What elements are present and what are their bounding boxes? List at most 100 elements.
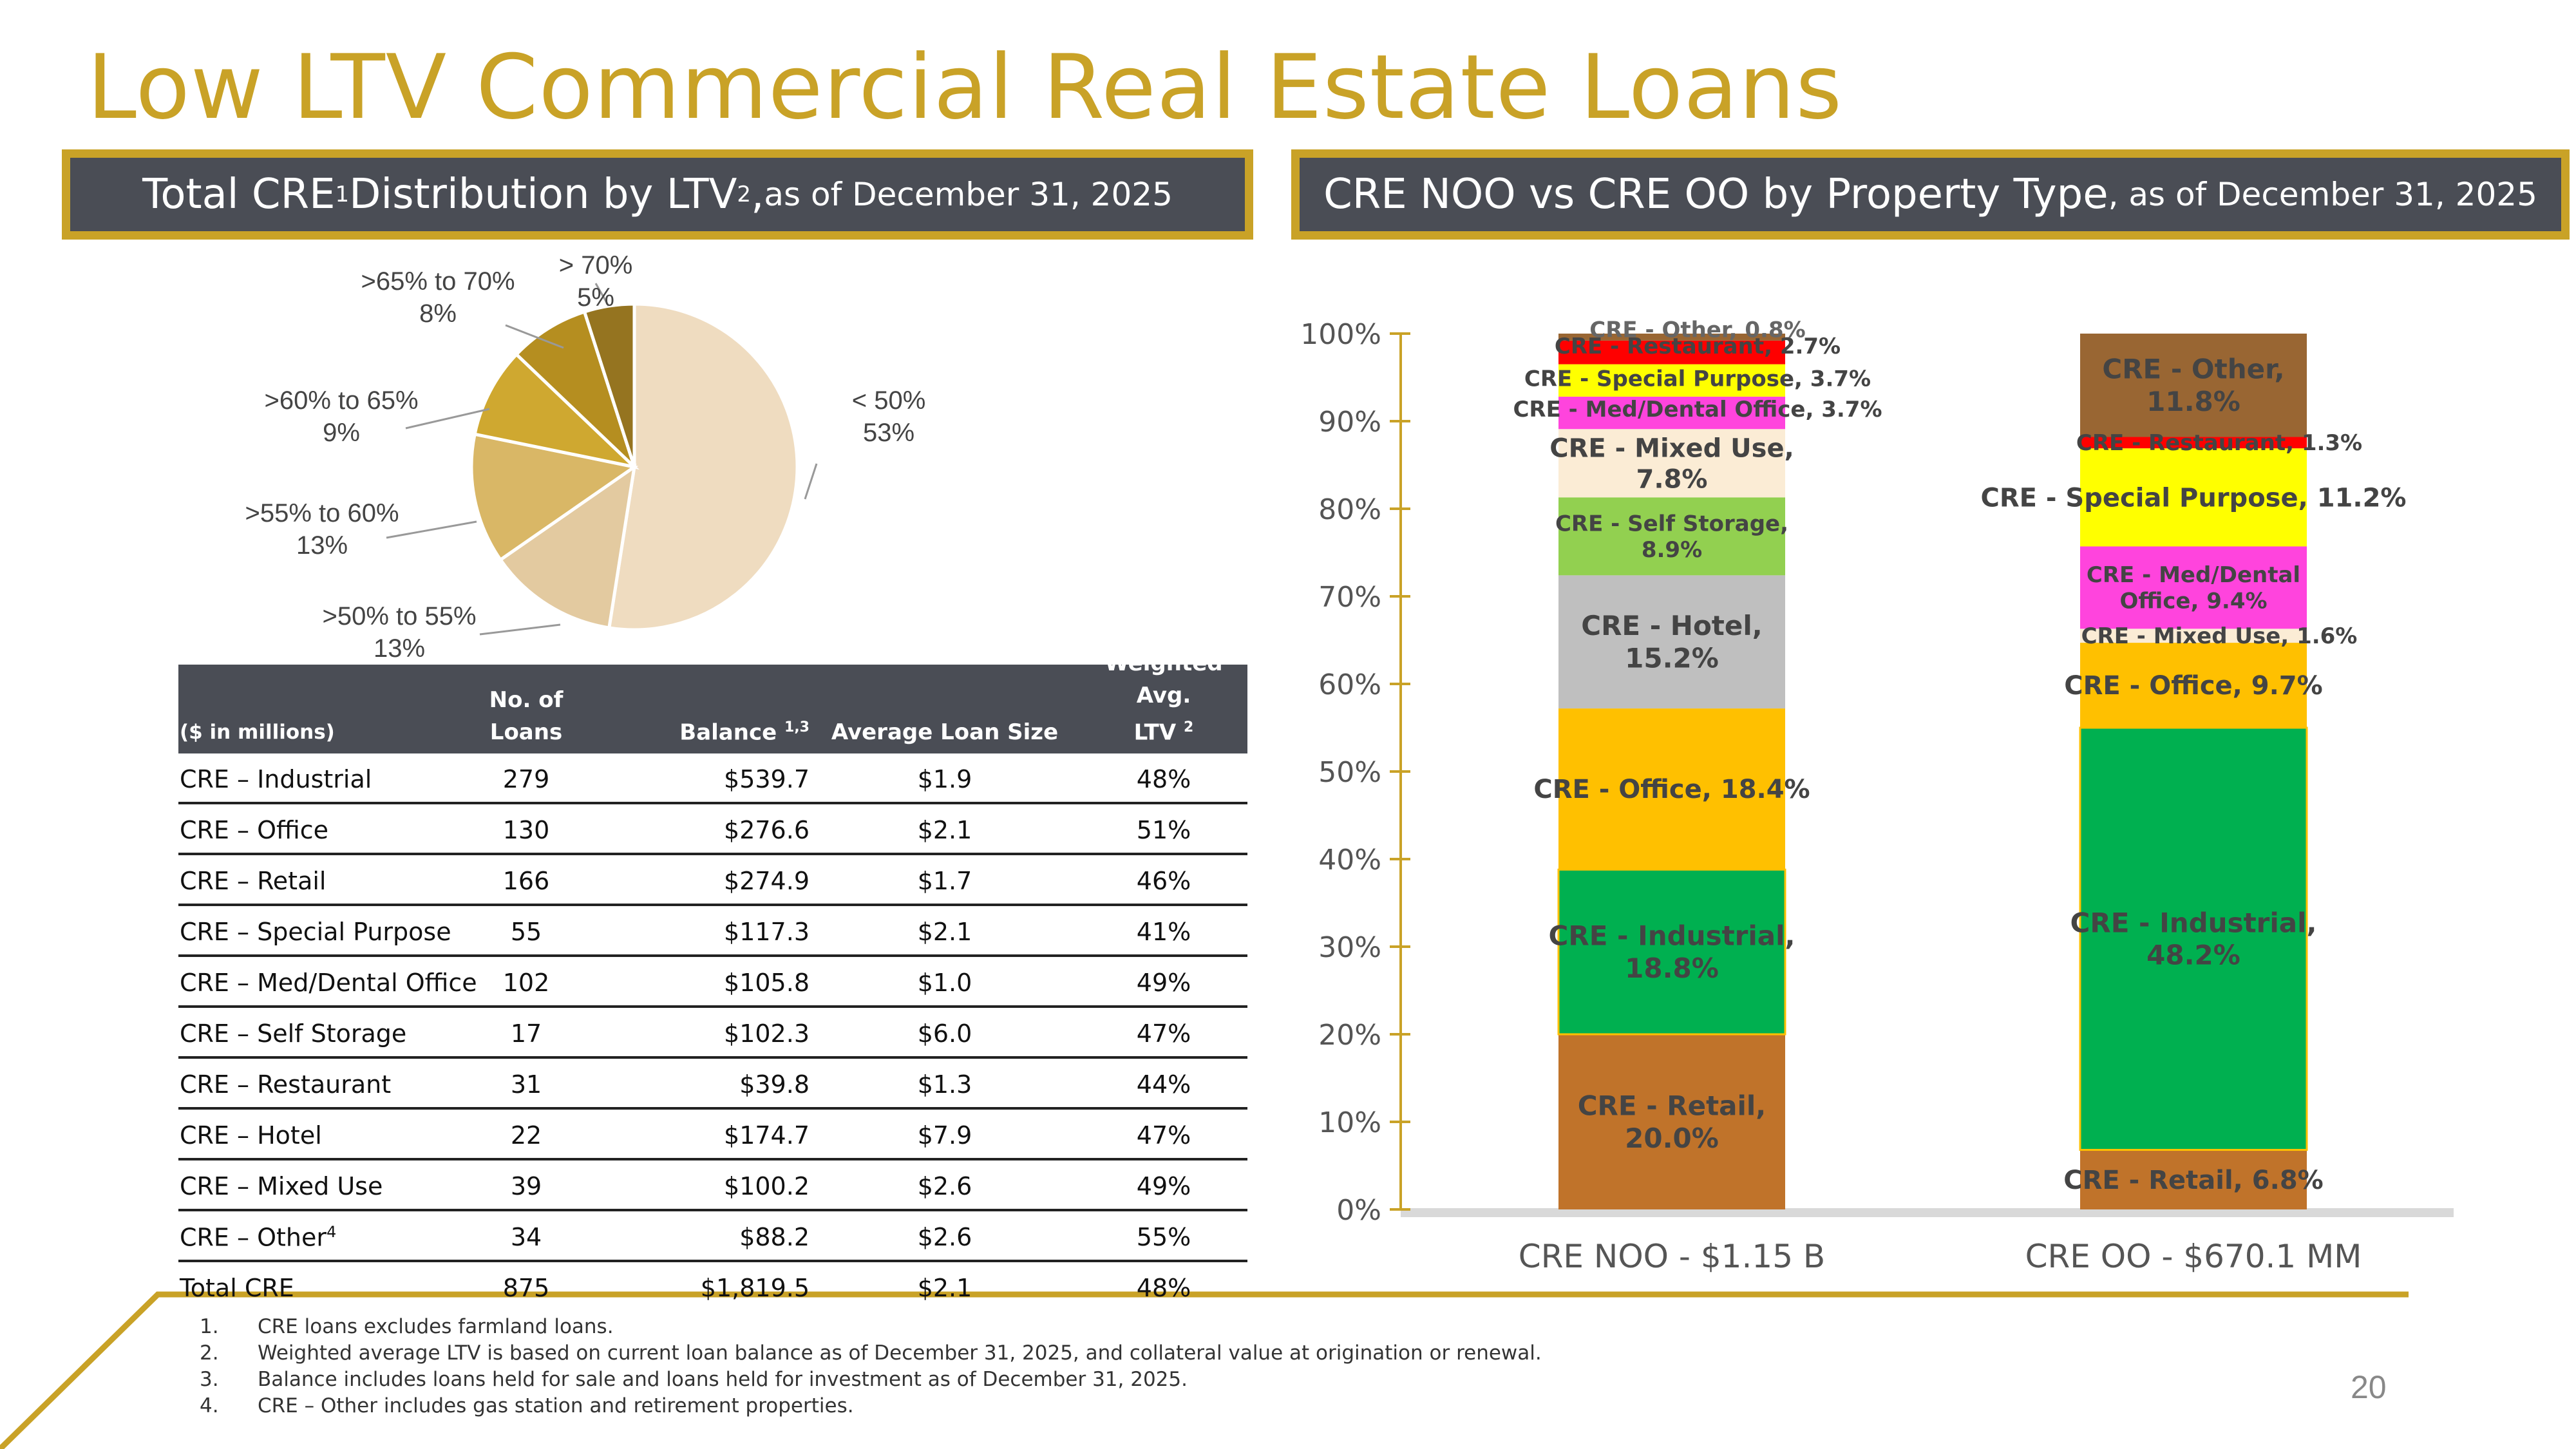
col-header-ltv-line1: Weighted Avg.	[1104, 650, 1223, 708]
row-ltv: 51%	[1136, 816, 1191, 844]
bar-segment	[1557, 868, 1786, 1036]
row-loans: 17	[510, 1019, 542, 1048]
header-part1: Total CRE	[142, 171, 336, 218]
y-tick-label: 90%	[1318, 406, 1381, 439]
pie-slice	[514, 309, 636, 468]
row-avg-size: $2.6	[917, 1172, 972, 1200]
bar-segment-label: CRE - Hotel,	[1581, 610, 1762, 641]
bar-segment-label: CRE - Retail, 6.8%	[2063, 1166, 2323, 1195]
pie-leader-line	[804, 463, 818, 500]
row-name: CRE – Med/Dental Office	[180, 969, 477, 997]
page-title: Low LTV Commercial Real Estate Loans	[87, 35, 1843, 139]
table-row: CRE – Mixed Use 39 $100.2 $2.6 49%	[178, 1160, 1247, 1211]
bar-segment-label: 11.8%	[2146, 386, 2240, 417]
row-loans: 34	[510, 1223, 542, 1251]
pie-slice	[473, 352, 640, 470]
header-part3: ,	[751, 171, 764, 218]
bar-segment-label: CRE - Office, 9.7%	[2064, 671, 2322, 701]
pie-leader-line	[479, 623, 561, 636]
bar-segment-label: 20.0%	[1625, 1122, 1719, 1154]
pie-slice	[607, 302, 799, 632]
pie-slice-value: 5%	[577, 283, 614, 312]
col-header-loans: No. of Loans	[481, 684, 571, 748]
footnote-num: 2.	[200, 1341, 219, 1365]
table-row: CRE – Office 130 $276.6 $2.1 51%	[178, 804, 1247, 855]
ltv-distribution-header: Total CRE 1 Distribution by LTV 2, as of D…	[62, 149, 1253, 240]
row-name: CRE – Restaurant	[180, 1070, 392, 1099]
y-tick-label: 40%	[1318, 844, 1381, 876]
col-header-loans-line2: Loans	[489, 719, 563, 745]
bar-segment-label: CRE - Other, 0.8%	[1589, 317, 1805, 343]
header-date: , as of December 31, 2025	[2108, 176, 2537, 213]
pie-slice-label: < 50%	[852, 386, 926, 415]
bar-segment	[1558, 334, 1785, 341]
bar-segment-label: 18.8%	[1625, 952, 1719, 984]
bar-segment	[2079, 726, 2308, 1151]
table-row: CRE – Restaurant 31 $39.8 $1.3 44%	[178, 1059, 1247, 1110]
row-avg-size: $1.0	[917, 969, 972, 997]
footnote: 2. Weighted average LTV is based on curre…	[200, 1340, 1542, 1367]
table-row: CRE – Med/Dental Office 102 $105.8 $1.0 49%	[178, 957, 1247, 1008]
table-row: CRE – Special Purpose 55 $117.3 $2.1 41%	[178, 906, 1247, 957]
footnote-num: 4.	[200, 1394, 219, 1417]
row-balance: $102.3	[724, 1019, 810, 1048]
row-loans: 130	[502, 816, 550, 844]
row-ltv: 49%	[1136, 969, 1191, 997]
bar-segment-label: 48.2%	[2146, 940, 2240, 971]
bar-segment-label: CRE - Med/Dental Office, 3.7%	[1513, 397, 1882, 422]
bar-segment-label: 15.2%	[1625, 643, 1719, 674]
table-header: ($ in millions) No. of Loans Balance 1,3 …	[178, 650, 1247, 753]
pie-leader-line	[405, 408, 490, 430]
bar-segment	[1558, 364, 1785, 397]
bar-segment	[2080, 1150, 2307, 1209]
header-part2: Distribution by LTV	[349, 171, 737, 218]
row-name: CRE – Industrial	[180, 765, 372, 793]
row-balance: $274.9	[724, 867, 810, 895]
y-tick-label: 30%	[1318, 931, 1381, 964]
pie-leader-line	[505, 324, 564, 349]
footnote-text: Balance includes loans held for sale and…	[258, 1368, 1188, 1391]
y-tick-label: 20%	[1318, 1019, 1381, 1052]
bar-segment	[1558, 497, 1785, 576]
bar-segment-label: CRE - Self Storage,	[1555, 511, 1788, 536]
bar-segment	[1558, 396, 1785, 430]
col-header-avg: Average Loan Size	[831, 719, 1059, 745]
bar-segment	[1558, 575, 1785, 709]
bar-segment	[2080, 629, 2307, 643]
row-avg-size: $1.7	[917, 867, 972, 895]
pie-slice-value: 9%	[323, 419, 360, 447]
bar-segment	[1558, 340, 1785, 365]
page-number: 20	[2351, 1369, 2387, 1405]
footnote: 4. CRE – Other includes gas station and r…	[200, 1393, 1542, 1419]
y-tick-label: 50%	[1318, 756, 1381, 789]
header-date: as of December 31, 2025	[764, 176, 1173, 213]
footnote: 3. Balance includes loans held for sale a…	[200, 1367, 1542, 1393]
row-ltv: 55%	[1136, 1223, 1191, 1251]
row-loans: 102	[502, 969, 550, 997]
row-avg-size: $6.0	[917, 1019, 972, 1048]
header-sup1: 1	[335, 182, 350, 207]
row-name: CRE – Mixed Use	[180, 1172, 383, 1200]
row-balance: $1,819.5	[700, 1274, 810, 1302]
header-sup2: 2	[737, 182, 752, 207]
table-row: CRE – Other4 34 $88.2 $2.6 55%	[178, 1211, 1247, 1262]
row-avg-size: $2.6	[917, 1223, 972, 1251]
pie-slice	[582, 302, 636, 468]
col-header-units: ($ in millions)	[180, 721, 335, 744]
bar-segment-label: CRE - Special Purpose, 3.7%	[1524, 366, 1871, 392]
bar-segment-label: 7.8%	[1636, 464, 1708, 494]
pie-slice-label: >50% to 55%	[322, 602, 476, 630]
row-balance: $39.8	[739, 1070, 810, 1099]
pie-leader-line	[386, 520, 477, 539]
row-balance: $88.2	[739, 1223, 810, 1251]
bar-segment	[1558, 1034, 1785, 1209]
row-loans: 55	[510, 918, 542, 946]
pie-leader-line	[594, 283, 610, 307]
bar-segment-label: CRE - Restaurant, 1.3%	[2076, 430, 2362, 456]
bar-segment	[2080, 643, 2307, 728]
pie-slice-value: 53%	[863, 419, 914, 447]
col-header-balance: Balance 1,3	[591, 712, 810, 748]
ltv-pie-chart: < 50% 53% >50% to 55% 13% >55% to 60% 13% >60%…	[245, 251, 926, 663]
table-row: CRE – Retail 166 $274.9 $1.7 46%	[178, 855, 1247, 906]
row-loans: 166	[502, 867, 550, 895]
